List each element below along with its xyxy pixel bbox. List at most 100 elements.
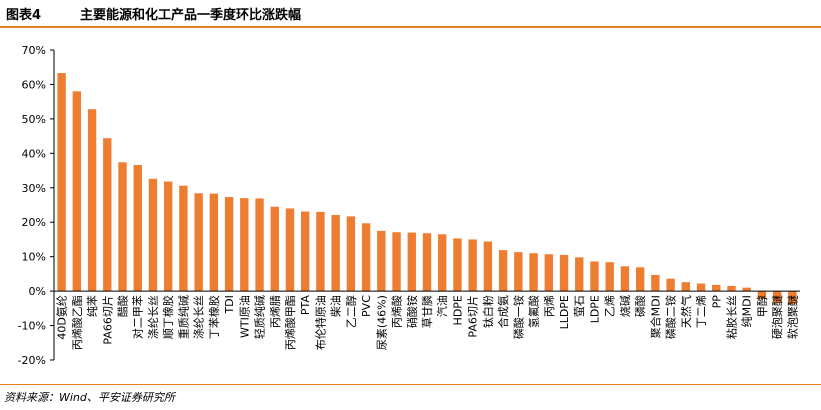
bar	[559, 254, 569, 292]
x-tick-label: 40D氨纶	[55, 295, 69, 339]
bar	[331, 214, 340, 292]
bar	[118, 162, 127, 292]
bar	[87, 109, 97, 292]
y-tick-label: 70%	[22, 44, 46, 57]
bar	[285, 208, 295, 292]
x-tick-label: PVC	[360, 295, 373, 317]
bar	[590, 261, 599, 292]
x-tick-label: 乙二醇	[344, 295, 358, 328]
bar	[57, 73, 66, 292]
bar	[666, 278, 675, 292]
x-tick-label: 硝酸铵	[405, 295, 419, 328]
bar	[498, 250, 508, 292]
bar	[620, 266, 630, 292]
y-tick-label: 50%	[22, 113, 46, 126]
x-tick-label: 乙烯	[604, 295, 617, 317]
y-tick-label: -20%	[18, 354, 46, 367]
x-tick-label: 纯MDI	[741, 295, 754, 327]
bar	[148, 178, 158, 292]
bar	[179, 185, 188, 292]
x-tick-label: PTA	[299, 295, 312, 315]
bar	[209, 193, 219, 292]
bar	[727, 285, 736, 292]
x-tick-label: 丁二烯	[695, 295, 708, 328]
figure-label: 图表4	[6, 8, 42, 23]
x-tick-label: 天然气	[679, 295, 693, 328]
x-tick-label: LLDPE	[558, 295, 571, 329]
bar	[163, 181, 173, 292]
bar	[514, 252, 523, 292]
y-tick-label: 0%	[29, 285, 46, 298]
bar	[544, 254, 553, 292]
bar	[316, 211, 325, 292]
bar	[301, 211, 310, 292]
x-tick-label: 磷酸二铵	[664, 295, 678, 339]
x-tick-label: 醋酸	[116, 295, 130, 317]
x-tick-label: PA6切片	[467, 295, 480, 337]
y-tick-label: 30%	[22, 182, 46, 195]
x-tick-label: 丁苯橡胶	[207, 295, 221, 339]
bar	[681, 282, 691, 292]
x-tick-label: 对二甲苯	[131, 295, 145, 339]
bar	[438, 234, 447, 292]
bar	[361, 223, 371, 292]
figure-footer: 资料来源：Wind、平安证券研究所	[0, 384, 821, 409]
bar	[651, 274, 660, 292]
x-tick-label: 钛白粉	[481, 295, 495, 328]
x-tick-label: 萤石	[573, 295, 586, 317]
figure-title: 主要能源和化工产品一季度环比涨跌幅	[80, 8, 302, 23]
x-tick-label: 丙烯酸	[390, 295, 404, 328]
bar	[133, 165, 142, 292]
x-tick-label: 柴油	[329, 295, 343, 317]
bar	[575, 257, 584, 292]
bar	[605, 262, 614, 292]
bar	[757, 291, 767, 300]
x-tick-label: 聚合MDI	[648, 295, 662, 338]
bar	[377, 230, 386, 292]
x-tick-label: PA66切片	[101, 295, 114, 344]
x-tick-label: 丙烯	[543, 295, 556, 317]
x-tick-label: 烧碱	[619, 295, 632, 317]
bar	[635, 267, 645, 292]
figure-header: 图表4 主要能源和化工产品一季度环比涨跌幅	[0, 0, 821, 28]
x-tick-label: 尿素(46%)	[375, 295, 388, 350]
bar-chart: -20%-10%0%10%20%30%40%50%60%70%40D氨纶 丙烯酸乙…	[18, 44, 800, 367]
x-tick-label: 丙烯酸甲酯	[283, 295, 297, 350]
x-tick-label: 氢氟酸	[527, 295, 541, 328]
bar	[240, 198, 249, 292]
bar	[72, 91, 82, 292]
x-tick-label: 涤纶长丝	[192, 295, 206, 339]
x-tick-label: 重质纯碱	[176, 295, 190, 339]
x-tick-label: 丙烯酸乙酯	[70, 295, 84, 350]
bar	[194, 193, 203, 292]
y-tick-label: -10%	[18, 320, 46, 333]
x-tick-label: 丙烯腈	[269, 295, 282, 328]
x-tick-label: 合成氨	[496, 295, 510, 328]
x-tick-label: 布伦特原油	[313, 295, 327, 350]
bar	[529, 253, 538, 292]
x-tick-label: 磷酸一铵	[511, 295, 525, 339]
x-tick-label: TDI	[223, 295, 236, 314]
x-tick-label: 粘胶长丝	[724, 295, 738, 339]
source-note: 资料来源：Wind、平安证券研究所	[4, 391, 175, 404]
x-tick-label: 纯苯	[85, 295, 99, 317]
bar	[224, 197, 234, 292]
bar	[103, 138, 112, 292]
bar	[392, 232, 401, 292]
bar	[407, 232, 416, 292]
x-tick-label: 轻质纯碱	[253, 295, 267, 339]
x-tick-label: 草甘膦	[421, 295, 434, 328]
y-tick-label: 60%	[22, 78, 46, 91]
bar	[788, 291, 797, 304]
x-tick-label: 软泡聚醚	[785, 295, 799, 339]
bar	[772, 291, 782, 304]
bar	[270, 206, 279, 292]
x-tick-label: 硬泡聚醚	[770, 295, 784, 339]
y-tick-label: 40%	[22, 147, 46, 160]
bar	[453, 238, 462, 292]
bar	[346, 216, 356, 292]
bar	[255, 198, 264, 292]
bar	[422, 233, 432, 292]
x-tick-label: 顺丁橡胶	[161, 295, 175, 339]
x-tick-label: WTI原油	[237, 295, 251, 338]
